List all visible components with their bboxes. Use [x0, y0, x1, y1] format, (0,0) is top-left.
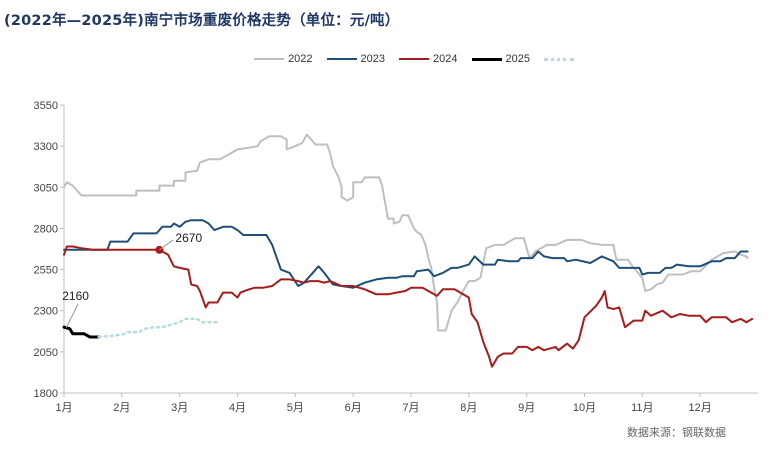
- chart-legend: 2022 2023 2024 2025: [244, 53, 578, 65]
- legend-item-2022: 2022: [254, 53, 316, 65]
- x-tick-label: 12月: [689, 402, 712, 414]
- legend-item-2025: 2025: [471, 53, 534, 65]
- x-tick-label: 10月: [573, 402, 596, 414]
- y-tick-label: 3300: [34, 141, 58, 153]
- y-tick-label: 2800: [34, 223, 58, 235]
- x-tick-label: 1月: [55, 402, 72, 414]
- y-tick-label: 2300: [34, 306, 58, 318]
- chart-ticks: 1800 2050 2300 2550 2800 3050 3300 3550 1月 2月 3月 4月…: [34, 100, 712, 414]
- annotation-label-2160: 2160: [62, 289, 89, 303]
- series-line-2023: [63, 219, 749, 289]
- x-tick-label: 4月: [229, 402, 246, 414]
- legend-label: 2024: [433, 53, 458, 65]
- legend-label: 2025: [505, 53, 530, 65]
- x-tick-label: 9月: [518, 402, 535, 414]
- legend-item-2024: 2024: [399, 53, 461, 65]
- x-tick-label: 5月: [287, 402, 304, 414]
- x-tick-label: 11月: [631, 402, 653, 414]
- series-line-2022: [63, 133, 749, 332]
- series-line-forecast: [97, 317, 222, 339]
- x-tick-label: 3月: [171, 402, 188, 414]
- annotation-leader-2670: [159, 239, 174, 251]
- legend-label: 2023: [360, 53, 386, 65]
- legend-swatch: [399, 58, 430, 60]
- y-tick-label: 3050: [34, 182, 58, 194]
- series-line-2025: [62, 325, 101, 339]
- annotation-leader-2160: [65, 303, 79, 328]
- chart-title: (2022年—2025年)南宁市场重废价格走势（单位：元/吨）: [4, 13, 400, 29]
- y-tick-label: 3550: [34, 100, 58, 112]
- x-tick-label: 6月: [345, 402, 362, 414]
- legend-item-2023: 2023: [326, 53, 389, 65]
- legend-swatch: [326, 58, 357, 60]
- legend-swatch: [544, 57, 574, 61]
- annotation-label-2670: 2670: [175, 231, 202, 245]
- legend-swatch: [471, 57, 502, 61]
- legend-item-forecast: [544, 57, 578, 61]
- y-tick-label: 1800: [34, 388, 58, 400]
- x-tick-label: 7月: [402, 402, 419, 414]
- y-tick-label: 2050: [34, 347, 58, 359]
- series-line-2024: [63, 245, 754, 368]
- chart-axes: [63, 105, 758, 394]
- data-source-note: 数据来源：钢联数据: [627, 426, 726, 439]
- x-tick-label: 2月: [113, 402, 130, 414]
- legend-label: 2022: [288, 53, 313, 65]
- y-tick-label: 2550: [34, 265, 58, 277]
- chart-annotations: 2670 2160: [62, 231, 202, 328]
- legend-swatch: [254, 58, 285, 60]
- chart-lines: [62, 133, 754, 368]
- x-tick-label: 8月: [460, 402, 477, 414]
